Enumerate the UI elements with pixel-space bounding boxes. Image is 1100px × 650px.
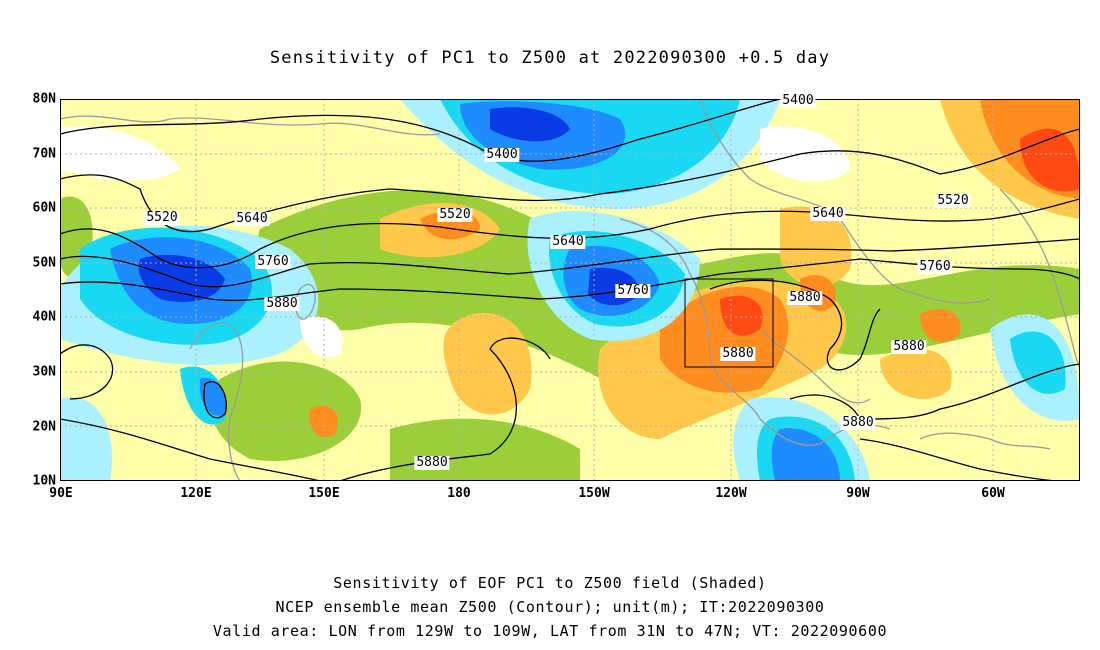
lon-label: 120E — [180, 486, 212, 501]
shade-light-cyan-6 — [60, 397, 112, 481]
map-plot-area — [60, 99, 1080, 481]
graticule — [60, 99, 1080, 481]
contour-label: 5640 — [234, 211, 270, 226]
contour-label: 5880 — [840, 415, 876, 430]
contour-label: 5880 — [720, 346, 756, 361]
shade-dark-blue-2 — [490, 107, 570, 142]
lat-label: 60N — [32, 200, 56, 216]
shade-cyan-4 — [1010, 331, 1066, 394]
valid-area-box — [684, 278, 774, 368]
caption-line-3: Valid area: LON from 129W to 109W, LAT f… — [212, 622, 888, 640]
contour-label: 5400 — [484, 147, 520, 162]
contour-label: 5400 — [780, 93, 816, 108]
shade-blue-5 — [199, 378, 226, 416]
shaded-field — [60, 99, 1080, 481]
caption-line-2: NCEP ensemble mean Z500 (Contour); unit(… — [275, 598, 825, 616]
contour-label: 5520 — [935, 193, 971, 208]
shade-green-4 — [390, 418, 580, 481]
shade-dark-blue — [138, 254, 225, 303]
lat-label: 70N — [32, 146, 56, 162]
contour-label: 5880 — [787, 290, 823, 305]
caption-line-1: Sensitivity of EOF PC1 to Z500 field (Sh… — [333, 574, 767, 592]
contour-label: 5640 — [810, 206, 846, 221]
contour-label: 5880 — [891, 339, 927, 354]
lat-label: 40N — [32, 309, 56, 325]
lon-label: 120W — [715, 486, 747, 501]
contour-label: 5520 — [437, 207, 473, 222]
lon-label: 150W — [578, 486, 610, 501]
lon-label: 150E — [308, 486, 340, 501]
chart-title: Sensitivity of PC1 to Z500 at 2022090300… — [269, 48, 831, 68]
lat-label: 80N — [32, 91, 56, 107]
contour-label: 5880 — [414, 455, 450, 470]
lon-label: 180 — [447, 486, 471, 501]
lon-label: 90W — [846, 486, 870, 501]
sensitivity-map — [60, 99, 1080, 481]
lat-label: 30N — [32, 364, 56, 380]
lat-label: 50N — [32, 255, 56, 271]
contour-label: 5760 — [615, 283, 651, 298]
lon-label: 60W — [981, 486, 1005, 501]
lat-label: 20N — [32, 419, 56, 435]
contour-label: 5880 — [264, 296, 300, 311]
shade-light-orange-6 — [880, 349, 952, 399]
contour-label: 5760 — [917, 259, 953, 274]
contour-label: 5520 — [144, 210, 180, 225]
contour-label: 5760 — [255, 254, 291, 269]
shade-orange-6 — [309, 405, 339, 438]
shade-white-3 — [60, 126, 180, 181]
lat-label: 10N — [32, 473, 56, 489]
shade-white-2 — [300, 316, 343, 358]
lon-label: 90E — [49, 486, 73, 501]
contour-label: 5640 — [550, 234, 586, 249]
shade-light-orange-5 — [780, 206, 852, 288]
